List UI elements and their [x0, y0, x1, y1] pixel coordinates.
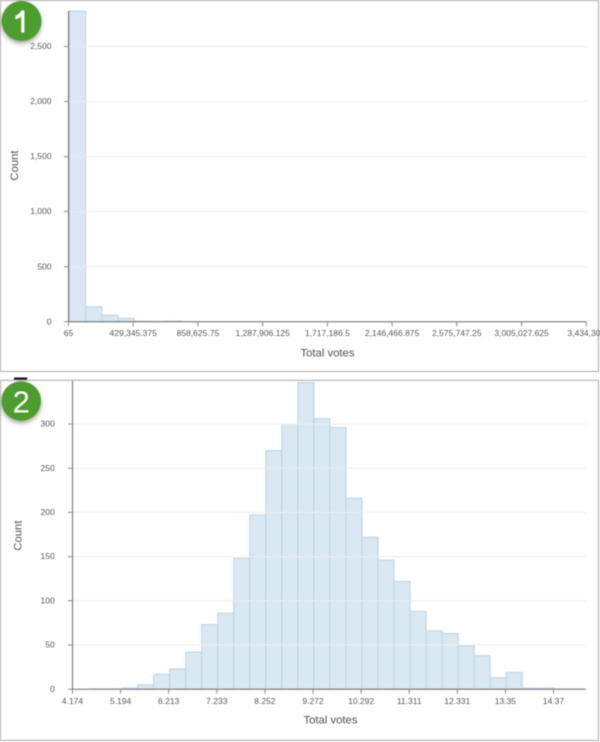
svg-text:300: 300 [41, 419, 55, 429]
svg-text:10.292: 10.292 [348, 696, 374, 706]
svg-text:0: 0 [50, 684, 55, 694]
svg-text:1,287,906.125: 1,287,906.125 [236, 328, 291, 338]
svg-text:1,000: 1,000 [30, 206, 52, 216]
svg-text:150: 150 [41, 551, 55, 561]
svg-text:429,345.375: 429,345.375 [110, 328, 158, 338]
svg-text:Count: Count [9, 150, 21, 181]
svg-text:3,434,308: 3,434,308 [567, 328, 600, 338]
svg-text:250: 250 [41, 463, 55, 473]
svg-text:12.331: 12.331 [444, 696, 470, 706]
svg-text:11.311: 11.311 [397, 696, 422, 706]
svg-text:500: 500 [37, 261, 51, 271]
svg-text:0: 0 [47, 316, 52, 326]
svg-text:6.213: 6.213 [158, 696, 180, 706]
svg-text:858,625.75: 858,625.75 [177, 328, 220, 338]
svg-text:2,500: 2,500 [30, 41, 52, 51]
svg-text:7.233: 7.233 [206, 696, 228, 706]
svg-text:2,000: 2,000 [30, 96, 52, 106]
svg-text:3,005,027.625: 3,005,027.625 [494, 328, 549, 338]
svg-text:Total votes: Total votes [303, 715, 357, 727]
svg-text:2,146,466.875: 2,146,466.875 [365, 328, 420, 338]
svg-text:2: 2 [13, 384, 30, 419]
svg-text:14.37: 14.37 [543, 696, 565, 706]
svg-text:100: 100 [41, 595, 55, 605]
svg-text:65: 65 [64, 328, 74, 338]
svg-text:200: 200 [41, 507, 55, 517]
svg-text:1,500: 1,500 [30, 151, 52, 161]
svg-text:1,717,186.5: 1,717,186.5 [305, 328, 350, 338]
svg-text:13.35: 13.35 [495, 696, 517, 706]
svg-text:Count: Count [13, 520, 25, 551]
svg-text:50: 50 [45, 640, 55, 650]
svg-text:5.194: 5.194 [110, 696, 132, 706]
svg-text:4.174: 4.174 [62, 696, 84, 706]
svg-text:Total votes: Total votes [300, 348, 354, 360]
svg-text:2,575,747.25: 2,575,747.25 [432, 328, 482, 338]
svg-text:9.272: 9.272 [302, 696, 324, 706]
svg-text:8.252: 8.252 [254, 696, 276, 706]
